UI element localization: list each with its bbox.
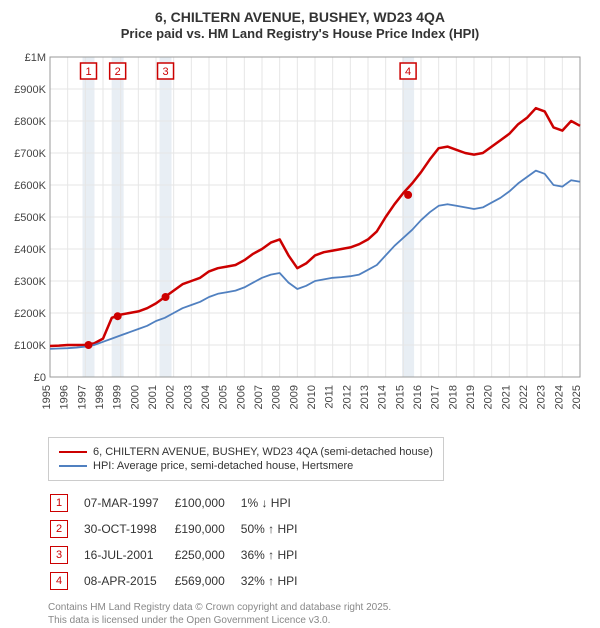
sale-pct: 32% ↑ HPI [241,569,312,593]
svg-text:2011: 2011 [324,385,336,409]
svg-text:2002: 2002 [165,385,177,409]
svg-text:£900K: £900K [14,84,46,96]
svg-text:2018: 2018 [447,385,459,409]
svg-text:2024: 2024 [553,385,565,409]
svg-text:2003: 2003 [182,385,194,409]
svg-text:2021: 2021 [500,385,512,409]
table-row: 4 08-APR-2015£569,00032% ↑ HPI [50,569,311,593]
title-line1: 6, CHILTERN AVENUE, BUSHEY, WD23 4QA [0,8,600,26]
marker-badge: 2 [50,520,68,538]
sale-date: 30-OCT-1998 [84,517,173,541]
svg-text:2: 2 [115,66,121,78]
svg-text:3: 3 [162,66,168,78]
svg-text:2007: 2007 [253,385,265,409]
chart-svg: £0 £100K £200K £300K £400K £500K £600K £700K £80… [10,47,590,427]
svg-text:£700K: £700K [14,148,46,160]
table-row: 2 30-OCT-1998£190,00050% ↑ HPI [50,517,311,541]
sale-price: £100,000 [175,491,239,515]
marker-badge: 3 [50,546,68,564]
svg-text:2023: 2023 [536,385,548,409]
svg-text:£800K: £800K [14,116,46,128]
table-row: 1 07-MAR-1997£100,0001% ↓ HPI [50,491,311,515]
svg-text:1: 1 [85,66,91,78]
legend-swatch-hpi [59,465,87,467]
svg-text:2025: 2025 [571,385,583,409]
legend: 6, CHILTERN AVENUE, BUSHEY, WD23 4QA (se… [48,437,444,481]
sale-price: £569,000 [175,569,239,593]
svg-text:£400K: £400K [14,244,46,256]
svg-text:2006: 2006 [235,385,247,409]
license-line1: Contains HM Land Registry data © Crown c… [48,602,391,613]
sale-date: 07-MAR-1997 [84,491,173,515]
sale-date: 08-APR-2015 [84,569,173,593]
svg-text:2010: 2010 [306,385,318,409]
svg-text:£0: £0 [34,372,46,384]
svg-text:1998: 1998 [94,385,106,409]
legend-item-property: 6, CHILTERN AVENUE, BUSHEY, WD23 4QA (se… [59,446,433,458]
legend-item-hpi: HPI: Average price, semi-detached house,… [59,460,433,472]
marker-badge: 4 [50,572,68,590]
sale-date: 16-JUL-2001 [84,543,173,567]
title-line2: Price paid vs. HM Land Registry's House … [0,26,600,41]
svg-text:2016: 2016 [412,385,424,409]
sale-price: £190,000 [175,517,239,541]
table-row: 3 16-JUL-2001£250,00036% ↑ HPI [50,543,311,567]
svg-text:2012: 2012 [341,385,353,409]
sales-table: 1 07-MAR-1997£100,0001% ↓ HPI 2 30-OCT-1998… [48,489,313,595]
license-text: Contains HM Land Registry data © Crown c… [48,601,580,627]
legend-swatch-property [59,451,87,454]
svg-text:2004: 2004 [200,385,212,409]
svg-text:1999: 1999 [112,385,124,409]
svg-text:2020: 2020 [483,385,495,409]
svg-text:2005: 2005 [218,385,230,409]
svg-text:2000: 2000 [129,385,141,409]
svg-text:2017: 2017 [430,385,442,409]
svg-text:2015: 2015 [394,385,406,409]
svg-text:£1M: £1M [25,52,46,64]
svg-text:1996: 1996 [59,385,71,409]
svg-text:1995: 1995 [41,385,53,409]
svg-text:2009: 2009 [288,385,300,409]
svg-text:4: 4 [405,66,411,78]
svg-text:1997: 1997 [76,385,88,409]
svg-text:£100K: £100K [14,340,46,352]
chart: £0 £100K £200K £300K £400K £500K £600K £700K £80… [10,47,590,427]
svg-text:£500K: £500K [14,212,46,224]
sale-pct: 36% ↑ HPI [241,543,312,567]
svg-text:2019: 2019 [465,385,477,409]
chart-container: 6, CHILTERN AVENUE, BUSHEY, WD23 4QA Pri… [0,8,600,627]
svg-text:2013: 2013 [359,385,371,409]
svg-text:£300K: £300K [14,276,46,288]
svg-text:2008: 2008 [271,385,283,409]
svg-text:£200K: £200K [14,308,46,320]
svg-text:2014: 2014 [377,385,389,409]
license-line2: This data is licensed under the Open Gov… [48,615,330,626]
legend-label-hpi: HPI: Average price, semi-detached house,… [93,460,353,472]
sale-price: £250,000 [175,543,239,567]
legend-label-property: 6, CHILTERN AVENUE, BUSHEY, WD23 4QA (se… [93,446,433,458]
svg-text:£600K: £600K [14,180,46,192]
sale-pct: 1% ↓ HPI [241,491,312,515]
marker-badge: 1 [50,494,68,512]
svg-text:2001: 2001 [147,385,159,409]
sale-pct: 50% ↑ HPI [241,517,312,541]
svg-text:2022: 2022 [518,385,530,409]
